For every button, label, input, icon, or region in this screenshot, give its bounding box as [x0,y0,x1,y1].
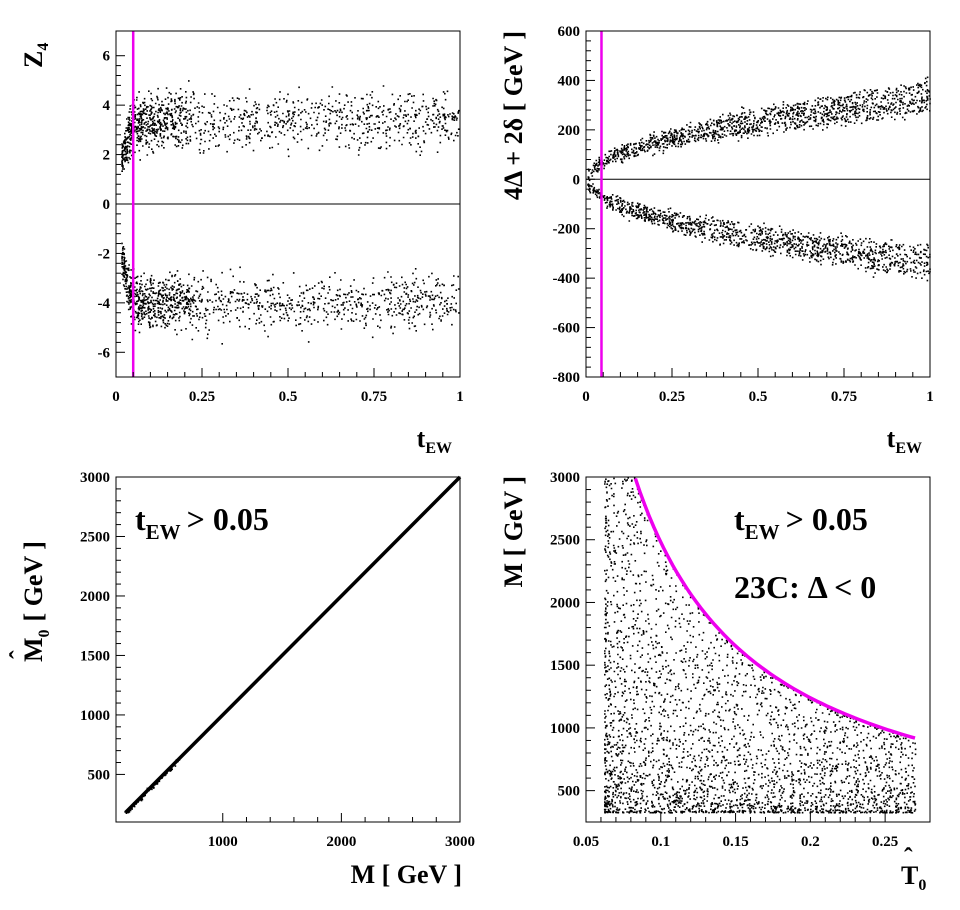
x-tick-label: 0.25 [659,389,685,405]
x-tick-label: 0.75 [831,389,857,405]
4delta-xlabel: tEW [887,424,922,457]
x-tick-label: 3000 [445,834,475,850]
y-tick-label: 200 [558,123,581,139]
y-tick-label: 1000 [550,721,580,737]
y-tick-label: 3000 [550,470,580,486]
y-tick-label: 2500 [550,533,580,549]
m-xlabel: T0 ˆ [901,843,926,894]
scatter-points [121,80,460,345]
x-tick-label: 0.25 [872,834,898,850]
m-ylabel: M [ GeV ] [499,476,528,587]
y-tick-label: 500 [558,784,581,800]
svg-text:T0: T0 [901,861,926,894]
plot-frame [585,476,931,823]
m-bound-curve [633,477,916,740]
y-tick-label: -6 [98,345,111,361]
x-tick-label: 0.5 [279,389,298,405]
y-tick-label: 6 [103,49,111,65]
panel-m-vs-t0: 0.05 0.1 0.15 0.2 0.25 500 1000 1500 2000 2500 300… [499,470,931,894]
y-tick-label: 600 [558,24,581,40]
m0-xlabel: M [ GeV ] [351,860,462,889]
4delta-scatter-points [587,76,931,282]
y-tick-label: -2 [98,246,111,262]
scatter-points [587,76,931,282]
x-tick-label: 1 [926,389,934,405]
y-tick-label: 0 [103,197,111,213]
z4-xlabel: tEW [417,424,452,457]
y-tick-label: 400 [558,73,581,89]
4delta-ylabel: 4Δ + 2δ [ GeV ] [499,31,528,200]
x-tick-label: 1 [456,389,464,405]
y-tick-label: -400 [553,271,581,287]
x-tick-label: 0.25 [189,389,215,405]
y-tick-label: 500 [88,767,111,783]
y-tick-label: 2000 [80,589,110,605]
z4-ylabel: Z4 [19,43,52,68]
scatter-points [124,758,181,814]
z4-scatter-points [121,80,460,345]
x-tick-label: 0.05 [573,834,599,850]
x-tick-label: 0.5 [749,389,768,405]
x-tick-label: 0.2 [801,834,820,850]
z4-axes: 0 0.25 0.5 0.75 1 -6 -4 -2 0 2 4 6 [98,30,464,405]
y-tick-label: 4 [103,98,111,114]
y-tick-label: 1500 [550,658,580,674]
x-tick-label: 0 [112,389,120,405]
x-tick-label: 0.75 [361,389,387,405]
4delta-reference-lines [586,31,930,377]
x-tick-label: 0.15 [722,834,748,850]
plot-frame [115,476,461,823]
m0-axes: 1000 2000 3000 500 1000 1500 2000 2500 3000 [80,470,475,850]
m0-scatter-line [124,475,462,814]
y-tick-label: -800 [553,370,581,386]
x-tick-label: 0 [582,389,590,405]
x-tick-label: 1000 [208,834,238,850]
m0-annotation-tew: tEW > 0.05 [135,501,269,544]
svg-text:M0[ GeV ]: M0[ GeV ] [19,541,53,662]
4delta-axes: 0 0.25 0.5 0.75 1 -800 -600 -400 -200 0 200 400 600 [553,24,934,405]
m-annotation-tew: tEW > 0.05 [734,501,868,544]
y-tick-label: -4 [98,296,111,312]
m0-equals-m-line [124,475,462,814]
m-xlabel-hat: ˆ [904,843,913,872]
y-tick-label: 0 [573,172,581,188]
m0-ylabel-hat: ˆ [5,650,34,659]
panel-z4-vs-tew: 0 0.25 0.5 0.75 1 -6 -4 -2 0 2 4 6 tEW Z4 [19,30,464,457]
y-tick-label: -200 [553,222,581,238]
y-tick-label: 3000 [80,470,110,486]
m-axes: 0.05 0.1 0.15 0.2 0.25 500 1000 1500 2000 2500 300… [550,470,931,850]
x-tick-label: 0.1 [651,834,670,850]
y-tick-label: 1000 [80,708,110,724]
y-tick-label: 2500 [80,529,110,545]
y-tick-label: 2000 [550,595,580,611]
y-tick-label: 1500 [80,648,110,664]
y-tick-label: -600 [553,321,581,337]
m0-ylabel: M0[ GeV ] ˆ [5,541,53,662]
bound-curve [633,477,916,740]
y-tick-label: 2 [103,148,111,164]
panel-4delta-vs-tew: 0 0.25 0.5 0.75 1-800-600-400-2000200400600 … [499,24,934,457]
panel-m0-vs-m: 1000 2000 3000 500 1000 1500 2000 2500 3000 tEW >… [5,470,475,889]
m-annotation-23c: 23C: Δ < 0 [734,569,876,605]
x-tick-label: 2000 [326,834,356,850]
z4-reference-lines [116,31,460,377]
